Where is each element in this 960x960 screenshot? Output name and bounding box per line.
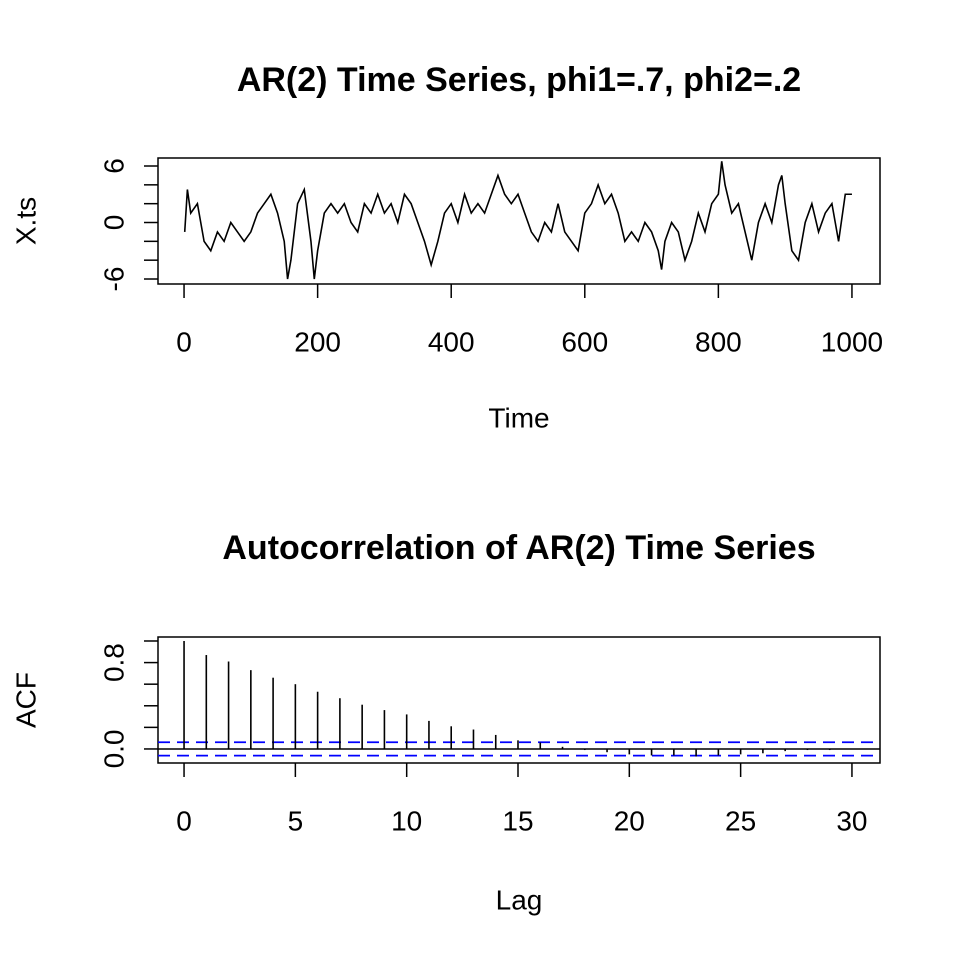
plot-box bbox=[157, 636, 881, 764]
x-axis-label: Time bbox=[488, 402, 549, 433]
x-tick-label: 5 bbox=[288, 805, 304, 836]
x-tick-label: 400 bbox=[428, 326, 475, 357]
y-tick-label: -6 bbox=[98, 267, 129, 292]
chart-title: Autocorrelation of AR(2) Time Series bbox=[222, 529, 815, 567]
y-tick-label: 6 bbox=[98, 158, 129, 174]
x-tick-label: 800 bbox=[695, 326, 742, 357]
plot-box bbox=[157, 157, 881, 285]
chart-title: AR(2) Time Series, phi1=.7, phi2=.2 bbox=[237, 61, 801, 99]
x-tick-label: 25 bbox=[725, 805, 756, 836]
x-tick-label: 600 bbox=[561, 326, 608, 357]
x-tick-label: 0 bbox=[176, 805, 192, 836]
series-line bbox=[183, 161, 852, 280]
y-tick-label: 0.8 bbox=[98, 643, 129, 682]
x-tick-label: 30 bbox=[836, 805, 867, 836]
x-tick-label: 20 bbox=[614, 805, 645, 836]
x-tick-label: 10 bbox=[391, 805, 422, 836]
y-tick-label: 0.0 bbox=[98, 729, 129, 768]
x-tick-label: 200 bbox=[294, 326, 341, 357]
y-tick-label: 0 bbox=[98, 215, 129, 231]
x-tick-label: 1000 bbox=[821, 326, 883, 357]
y-axis-label: ACF bbox=[10, 672, 41, 728]
x-tick-label: 15 bbox=[502, 805, 533, 836]
x-axis-label: Lag bbox=[496, 884, 543, 915]
x-tick-label: 0 bbox=[176, 326, 192, 357]
y-axis-label: X.ts bbox=[10, 197, 41, 245]
